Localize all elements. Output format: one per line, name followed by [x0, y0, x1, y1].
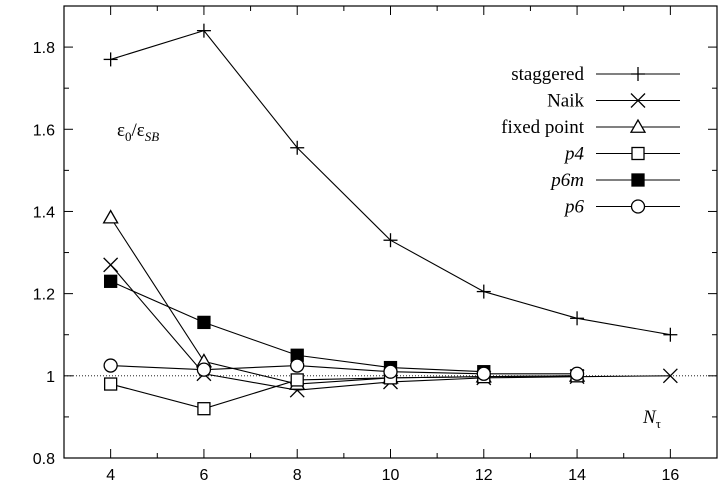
circle-open-marker	[476, 366, 491, 381]
data-point-0	[103, 52, 118, 67]
triangle-marker	[102, 209, 119, 224]
legend: staggered Naik fixed point p4 p6m p6	[501, 64, 680, 218]
series-line-3	[110, 375, 578, 410]
circle-open-marker	[569, 366, 585, 381]
y-tick-label: 1	[46, 369, 55, 386]
x-tick-label: 4	[106, 467, 115, 484]
axes-layer: 4 6 8 10 12 14 16 0.8 1 1.2 1.4 1.6 1.8	[33, 5, 718, 484]
square-filled-marker	[197, 315, 211, 330]
legend-label: p6m	[549, 170, 584, 191]
circle-open-marker	[383, 364, 398, 379]
circle-open-marker	[630, 199, 646, 214]
legend-label: Naik	[547, 91, 584, 112]
square-open-marker	[631, 146, 645, 161]
ratio-annotation: ε0/εSB	[117, 120, 159, 144]
legend-marker	[631, 146, 645, 161]
legend-label: staggered	[511, 64, 584, 85]
x-tick-label: 10	[382, 467, 400, 484]
data-point-5	[103, 358, 118, 373]
data-point-0	[663, 327, 678, 342]
legend-label: p6	[563, 197, 585, 218]
data-point-4	[103, 274, 118, 288]
square-open-marker	[290, 373, 304, 387]
square-filled-marker	[631, 173, 645, 187]
series-lines-layer	[110, 30, 671, 410]
square-open-marker	[103, 377, 118, 391]
data-point-5	[383, 364, 398, 379]
data-point-5	[476, 366, 491, 381]
data-point-3	[103, 377, 118, 391]
y-tick-label: 0.8	[33, 451, 55, 468]
series-line-2	[110, 217, 578, 385]
circle-open-marker	[103, 358, 118, 373]
legend-marker	[631, 173, 645, 187]
cross-marker-b	[630, 93, 646, 108]
square-open-marker	[197, 402, 211, 416]
circle-open-marker	[290, 358, 305, 373]
data-point-0	[476, 284, 491, 299]
cross-marker-b	[662, 368, 678, 384]
legend-marker	[630, 199, 646, 214]
x-tick-label: 12	[475, 467, 493, 484]
legend-marker	[629, 118, 647, 133]
y-tick-label: 1.2	[33, 287, 55, 304]
data-point-0	[290, 140, 305, 155]
data-point-5	[569, 366, 585, 381]
series-line-0	[110, 30, 671, 336]
x-tick-label: 16	[661, 467, 679, 484]
series-line-5	[110, 364, 578, 375]
x-tick-label: 6	[199, 467, 208, 484]
data-point-3	[290, 373, 304, 387]
cross-marker-b	[103, 257, 119, 273]
x-tick-label: 8	[293, 467, 302, 484]
data-point-5	[290, 358, 305, 373]
x-tick-label: 14	[568, 467, 586, 484]
series-markers-layer	[102, 23, 678, 416]
data-point-2	[102, 209, 119, 224]
data-point-1	[103, 257, 119, 273]
legend-label: fixed point	[501, 117, 585, 138]
x-axis-annotation: Nτ	[642, 407, 661, 431]
data-point-1	[662, 368, 678, 384]
data-point-0	[570, 311, 585, 326]
data-point-5	[196, 362, 212, 377]
data-point-4	[197, 315, 211, 330]
square-filled-marker	[103, 274, 118, 288]
circle-open-marker	[196, 362, 212, 377]
legend-label: p4	[563, 144, 585, 165]
data-point-0	[196, 23, 211, 38]
triangle-marker	[629, 118, 647, 133]
legend-marker	[631, 67, 645, 81]
y-tick-label: 1.4	[33, 204, 55, 221]
legend-marker	[630, 93, 646, 108]
y-tick-label: 1.8	[33, 40, 55, 57]
y-tick-label: 1.6	[33, 122, 55, 139]
data-point-0	[383, 233, 398, 248]
data-point-3	[197, 402, 211, 416]
